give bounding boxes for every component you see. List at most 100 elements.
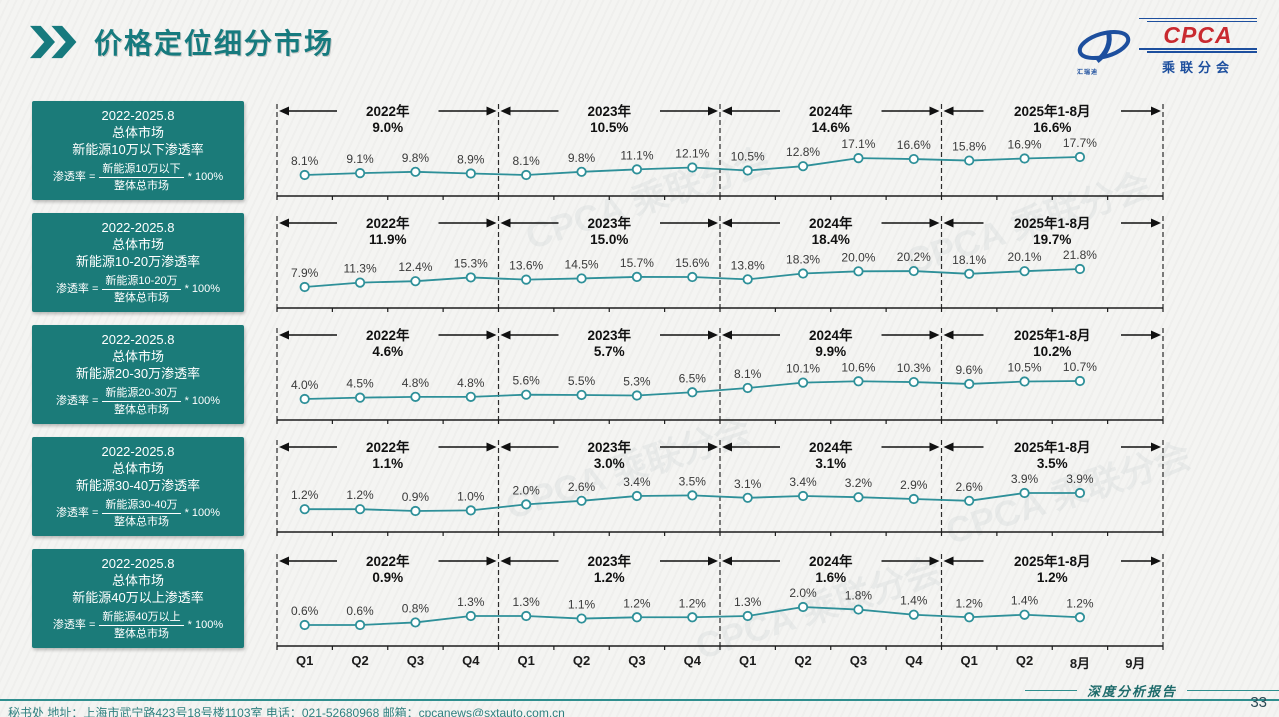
data-point-label: 13.8% [731,258,765,272]
x-axis-label: Q3 [406,653,425,668]
data-point [1019,487,1030,499]
data-point-label: 15.8% [952,140,986,154]
x-axis-label: 9月 [1125,656,1146,671]
logo-speedlines-bottom [1139,47,1257,55]
data-point [465,272,476,283]
formula-denominator: 整体总市场 [113,515,169,528]
data-point [631,490,643,502]
formula-lhs: 渗透率 = [55,507,99,520]
x-axis-label: Q1 [517,653,535,668]
year-average: 3.1% [815,456,846,471]
formula-lhs: 渗透率 = [52,171,96,184]
year-arrow-head [943,218,954,228]
data-point-label: 2.0% [513,483,541,497]
data-point-label: 1.1% [568,598,596,612]
data-point [576,166,587,177]
year-average: 9.0% [372,120,403,135]
chart-200k-300k: 2022年 4.6% 2023年 5.7% 2024年 9.9% 2025年1-8月 10.2… [270,323,1180,426]
year-arrow-head [279,330,289,340]
data-point [1019,266,1030,277]
data-point-label: 0.9% [402,490,430,504]
year-average: 3.0% [594,456,625,471]
year-label: 2024年 [809,103,853,119]
data-point [521,274,532,285]
data-point-label: 15.3% [454,256,488,270]
formula-multiplier: * 100% [187,619,224,632]
data-point-label: 1.2% [291,488,319,502]
data-point [853,153,864,164]
year-arrow-head [1151,218,1161,228]
data-point-label: 1.2% [956,596,984,610]
year-arrow-head [929,218,940,228]
year-label: 2024年 [809,553,853,569]
chart-100k-200k: 2022年 11.9% 2023年 15.0% 2024年 18.4% 2025年1-8月 1… [270,211,1180,314]
data-point [797,268,809,279]
year-average: 1.1% [372,456,403,471]
data-point-label: 13.6% [509,259,543,273]
data-point [299,281,310,293]
year-arrow-head [279,556,289,566]
year-arrow-head [708,442,718,452]
data-point [299,393,310,405]
data-point [354,392,366,403]
year-arrow-head [500,106,511,116]
data-point [410,166,421,177]
metric-period: 2022-2025.8 [101,219,175,235]
metric-name: 新能源30-40万渗透率 [75,477,201,493]
data-point-label: 2.6% [568,480,596,494]
data-point [1019,153,1030,164]
year-average: 15.0% [590,232,628,247]
data-point-label: 1.2% [623,596,651,610]
data-point-label: 6.5% [679,371,707,385]
data-point [1074,263,1086,275]
data-point [1074,612,1086,623]
data-point [853,492,864,503]
x-axis: Q1 Q2 Q3 Q4 Q1 Q2 Q3 Q4 Q1 Q2 Q3 Q4 Q1 Q2 8月 9月 [270,653,1180,675]
year-arrow-head [943,442,954,452]
data-point [410,391,421,402]
data-point [908,376,919,388]
metric-market: 总体市场 [111,460,164,476]
metric-box-above-400k: 2022-2025.8 总体市场 新能源40万以上渗透率 渗透率 = 新能源40… [32,549,244,648]
data-point [465,391,476,402]
x-axis-label: Q3 [628,653,646,668]
year-label: 2024年 [809,327,853,343]
data-point [354,504,366,515]
year-label: 2023年 [587,327,631,343]
logo-name: CPCA [1163,21,1233,48]
report-label: 深度分析报告 [1024,681,1279,700]
data-point [576,389,587,401]
data-point [1019,609,1030,620]
chart-300k-400k: 2022年 1.1% 2023年 3.0% 2024年 3.1% 2025年1-8月 3.5%… [270,435,1180,538]
year-arrow-head [929,106,940,116]
year-arrow-head [1151,556,1161,566]
year-arrow-head [929,442,940,452]
year-arrow-head [279,442,289,452]
data-point-label: 1.3% [457,595,485,609]
formula-numerator: 新能源30-40万 [102,498,181,514]
data-point [853,604,864,615]
double-chevron-icon [30,25,77,59]
year-average: 1.6% [815,570,846,585]
chart-under-100k: 2022年 9.0% 2023年 10.5% 2024年 14.6% 2025年1-8月 16… [270,99,1180,202]
metric-formula: 渗透率 = 新能源10万以下 整体总市场 * 100% [53,162,223,194]
year-label: 2025年1-8月 [1014,327,1091,343]
year-label: 2022年 [366,103,410,119]
data-point [576,495,587,506]
data-point-label: 8.9% [457,153,485,167]
year-arrow-head [943,330,954,340]
year-label: 2025年1-8月 [1014,215,1091,231]
data-point [742,274,753,285]
data-point [1074,375,1086,387]
data-point [576,613,587,624]
year-label: 2022年 [366,553,410,569]
data-point [908,609,919,620]
x-axis-label: Q4 [462,653,480,668]
data-point [908,493,919,505]
metric-box-200k-300k: 2022-2025.8 总体市场 新能源20-30万渗透率 渗透率 = 新能源2… [32,325,244,424]
year-arrow-head [486,556,497,566]
metric-formula: 渗透率 = 新能源20-30万 整体总市场 * 100% [56,386,220,418]
data-point-label: 1.2% [679,596,707,610]
data-point-label: 4.5% [346,377,374,391]
year-average: 1.2% [1037,570,1068,585]
